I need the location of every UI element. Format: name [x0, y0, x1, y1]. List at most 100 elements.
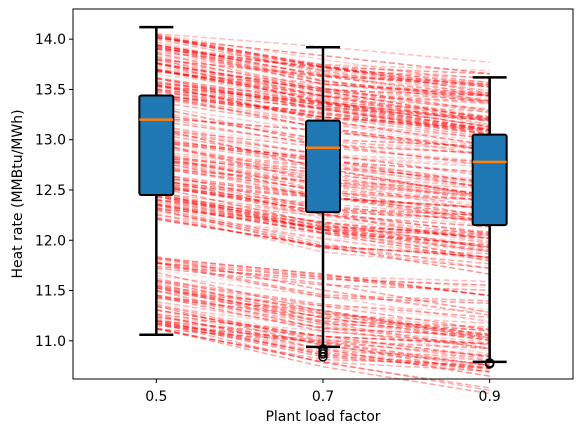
trace-line — [156, 195, 490, 249]
x-tick-label: 0.5 — [145, 389, 167, 405]
trace-line — [156, 135, 490, 189]
trace-line — [156, 321, 490, 370]
trace-line — [156, 290, 490, 325]
y-tick-label: 12.5 — [35, 183, 66, 199]
trace-line — [156, 33, 490, 85]
trace-line — [156, 124, 490, 175]
trace-line — [156, 309, 490, 345]
trace-line — [156, 327, 490, 392]
trace-line — [156, 179, 490, 219]
trace-line — [156, 217, 490, 275]
trace-line — [156, 69, 490, 118]
trace-line — [156, 34, 490, 86]
trace-line — [156, 214, 490, 252]
trace-line — [156, 60, 490, 96]
trace-line — [156, 69, 490, 121]
trace-line — [156, 132, 490, 186]
trace-line — [156, 131, 490, 168]
trace-line — [156, 280, 490, 331]
y-tick-label: 14.0 — [35, 32, 66, 48]
trace-line — [156, 285, 490, 340]
trace-line — [156, 77, 490, 133]
trace-line — [156, 58, 490, 121]
trace-line — [156, 44, 490, 79]
trace-line — [156, 68, 490, 122]
x-tick-label: 0.7 — [312, 389, 334, 405]
trace-line — [156, 200, 490, 251]
trace-line — [156, 36, 490, 84]
trace-line — [156, 172, 490, 222]
trace-line — [156, 133, 490, 184]
trace-line — [156, 140, 490, 183]
trace-line — [156, 35, 490, 80]
trace-line — [156, 56, 490, 97]
trace-line — [156, 95, 490, 140]
box-0.9 — [471, 76, 508, 369]
outlier-point — [484, 359, 495, 369]
trace-line — [156, 210, 490, 260]
trace-line — [156, 319, 490, 361]
trace-line — [156, 319, 490, 362]
trace-line — [156, 68, 490, 119]
trace-line — [156, 154, 490, 201]
box-body — [305, 119, 341, 214]
trace-line — [156, 144, 490, 190]
trace-line — [156, 98, 490, 147]
x-axis: 0.5 0.7 0.9 — [145, 379, 501, 405]
trace-line — [156, 213, 490, 269]
trace-line — [156, 62, 490, 126]
trace-line — [156, 313, 490, 358]
trace-line — [156, 287, 490, 342]
trace-line — [156, 43, 490, 98]
trace-line — [156, 322, 490, 389]
trace-line — [156, 294, 490, 343]
trace-line — [156, 177, 490, 228]
trace-line — [156, 157, 490, 199]
trace-line — [156, 146, 490, 188]
trace-line — [156, 177, 490, 227]
trace-line — [156, 285, 490, 342]
trace-line — [156, 203, 490, 259]
trace-line — [156, 277, 490, 336]
trace-line — [156, 153, 490, 196]
trace-lines — [156, 32, 490, 395]
trace-line — [156, 85, 490, 132]
trace-line — [156, 161, 490, 223]
trace-line — [156, 106, 490, 155]
trace-line — [156, 69, 490, 104]
trace-line — [156, 120, 490, 167]
trace-line — [156, 317, 490, 373]
trace-line — [156, 175, 490, 217]
trace-line — [156, 302, 490, 356]
trace-line — [156, 105, 490, 146]
trace-line — [156, 130, 490, 178]
trace-line — [156, 36, 490, 95]
trace-line — [156, 185, 490, 222]
trace-line — [156, 206, 490, 258]
trace-line — [156, 50, 490, 86]
trace-line — [156, 158, 490, 201]
y-tick-label: 13.5 — [35, 82, 66, 98]
trace-line — [156, 193, 490, 243]
trace-line — [156, 198, 490, 240]
trace-line — [156, 90, 490, 140]
trace-line — [156, 323, 490, 370]
trace-line — [156, 45, 490, 104]
trace-line — [156, 290, 490, 337]
trace-line — [156, 294, 490, 328]
trace-line — [156, 47, 490, 101]
trace-line — [156, 94, 490, 157]
trace-line — [156, 43, 490, 88]
trace-line — [156, 100, 490, 152]
trace-line — [156, 256, 490, 316]
trace-line — [156, 262, 490, 305]
trace-line — [156, 53, 490, 94]
trace-line — [156, 95, 490, 151]
trace-line — [156, 316, 490, 358]
trace-line — [156, 77, 490, 122]
trace-line — [156, 300, 490, 338]
trace-line — [156, 158, 490, 197]
trace-line — [156, 69, 490, 119]
trace-line — [156, 36, 490, 75]
